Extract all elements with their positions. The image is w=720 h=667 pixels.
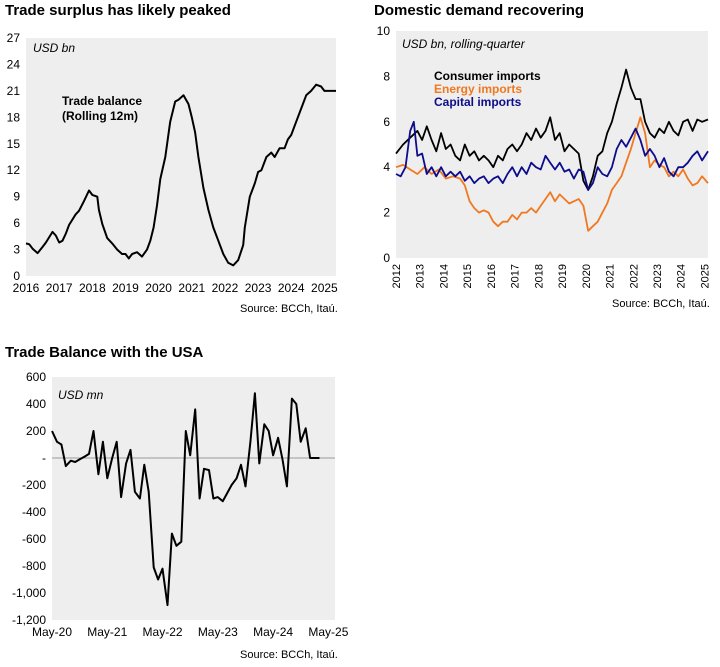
y-tick-label: -200	[22, 478, 46, 492]
x-tick-label: 2016	[13, 281, 40, 295]
series-p2	[395, 68, 709, 232]
y-tick-label: 6	[13, 216, 20, 230]
x-tick-label: 2014	[438, 264, 450, 288]
chart-trade-surplus: USD bn Trade balance (Rolling 12m) 0 3 6 9 1…	[7, 31, 338, 295]
x-tick-label: May-25	[308, 625, 348, 639]
y-tick-label: 6	[383, 115, 390, 129]
series-line-capital-imports	[395, 120, 709, 191]
y-tick-label: 10	[377, 24, 391, 38]
y-tick-label: -1,000	[12, 586, 46, 600]
x-tick-label: 2024	[676, 264, 688, 288]
x-tick-label: 2023	[245, 281, 272, 295]
x-tick-label: 2025	[699, 264, 711, 288]
plot-area-p1	[26, 38, 336, 276]
y-tick-label: -400	[22, 505, 46, 519]
chart-title-trade-surplus: Trade surplus has likely peaked	[5, 2, 231, 19]
y-tick-label: 27	[7, 31, 21, 45]
y-tick-label: 8	[383, 69, 390, 83]
legend-energy-imports: Energy imports	[434, 82, 522, 96]
y-tick-label: 600	[26, 370, 46, 384]
y-tick-label: 9	[13, 190, 20, 204]
source-note-p1: Source: BCCh, Itaú.	[240, 303, 338, 315]
x-tick-label: 2013	[415, 264, 427, 288]
y-tick-label: 0	[13, 269, 20, 283]
x-tick-label: 2018	[533, 264, 545, 288]
series-line-consumer-imports	[395, 68, 709, 191]
chart-domestic-demand: USD bn, rolling-quarter Consumer imports…	[377, 24, 712, 288]
source-note-p3: Source: BCCh, Itaú.	[240, 649, 338, 661]
series-line-trade-balance-rolling-12m-	[25, 83, 336, 267]
chart-title-domestic-demand: Domestic demand recovering	[374, 2, 585, 19]
y-tick-label: 24	[7, 57, 21, 71]
y-tick-label: 18	[7, 110, 21, 124]
x-tick-label: May-20	[32, 625, 72, 639]
x-tick-label: May-22	[143, 625, 183, 639]
unit-label-p2: USD bn, rolling-quarter	[402, 37, 526, 51]
series-p1	[25, 83, 336, 267]
chart-title-usa-trade-balance: Trade Balance with the USA	[5, 344, 204, 361]
y-tick-label: 200	[26, 424, 46, 438]
legend-consumer-imports: Consumer imports	[434, 69, 541, 83]
x-tick-label: 2017	[510, 264, 522, 288]
x-tick-label: 2023	[652, 264, 664, 288]
x-tick-label: 2021	[178, 281, 205, 295]
annotation-trade-balance: Trade balance	[62, 94, 142, 108]
x-tick-label: 2016	[486, 264, 498, 288]
x-tick-label: 2018	[79, 281, 106, 295]
chart-usa-trade-balance: USD mn -1,200-1,000-800-600-400-200-2004…	[12, 370, 349, 639]
y-tick-label: 4	[383, 160, 390, 174]
y-tick-label: 21	[7, 84, 21, 98]
x-tick-label: 2021	[605, 264, 617, 288]
y-tick-label: 12	[7, 163, 21, 177]
x-tick-label: 2019	[112, 281, 139, 295]
y-tick-label: 0	[383, 251, 390, 265]
x-tick-label: 2019	[557, 264, 569, 288]
y-tick-label: 15	[7, 137, 21, 151]
x-tick-label: May-21	[87, 625, 127, 639]
x-tick-label: May-24	[253, 625, 293, 639]
y-tick-label: -800	[22, 559, 46, 573]
x-tick-label: 2025	[311, 281, 338, 295]
unit-label-p3: USD mn	[58, 388, 104, 402]
y-tick-label: -	[42, 451, 46, 465]
plot-area-p3	[52, 377, 335, 620]
y-tick-label: 2	[383, 206, 390, 220]
annotation-rolling-12m: (Rolling 12m)	[62, 109, 138, 123]
x-tick-label: 2015	[462, 264, 474, 288]
plot-area-p2	[396, 31, 708, 258]
y-tick-label: 3	[13, 243, 20, 257]
x-tick-label: 2024	[278, 281, 305, 295]
source-note-p2: Source: BCCh, Itaú.	[612, 298, 710, 310]
x-tick-label: 2020	[145, 281, 172, 295]
x-tick-label: 2022	[628, 264, 640, 288]
x-tick-label: 2017	[46, 281, 73, 295]
x-tick-label: 2022	[212, 281, 239, 295]
axes-p2: 0 2 4 6 8 10 2012 2013 2014 2015 2016 2017 2018 2019 2…	[377, 24, 712, 288]
unit-label-p1: USD bn	[33, 41, 75, 55]
x-tick-label: 2020	[581, 264, 593, 288]
legend-capital-imports: Capital imports	[434, 95, 522, 109]
y-tick-label: -1,200	[12, 613, 46, 627]
y-tick-label: 400	[26, 397, 46, 411]
axes-p1: 0 3 6 9 12 15 18 21 24 27 2016 2017 2018 2019 2020 2021…	[7, 31, 338, 295]
series-line-trade-balance-with-the-usa	[51, 392, 320, 607]
x-tick-label: May-23	[198, 625, 238, 639]
y-tick-label: -600	[22, 532, 46, 546]
series-p3	[51, 392, 320, 607]
x-tick-label: 2012	[391, 264, 403, 288]
